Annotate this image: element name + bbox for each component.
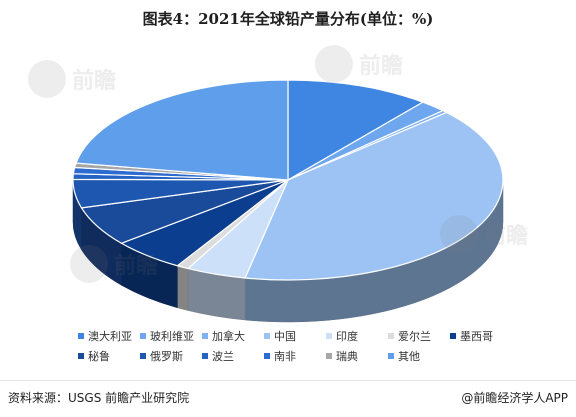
legend-swatch [140,353,146,359]
brand-credit: @前瞻经济学人APP [461,391,568,405]
legend-swatch [264,353,270,359]
legend-item: 南非 [264,350,296,364]
legend-label: 瑞典 [336,350,358,363]
legend-swatch [202,353,208,359]
legend-label: 加拿大 [212,330,245,343]
legend-item: 加拿大 [202,330,245,344]
chart-title: 图表4：2021年全球铅产量分布(单位：%) [142,10,434,28]
pie-side-walls [72,179,504,323]
legend-label: 墨西哥 [460,330,493,343]
legend-label: 中国 [274,330,296,343]
legend-swatch [264,333,270,339]
pie-side-爱尔兰 [177,265,189,311]
legend-item: 印度 [326,330,358,344]
legend-label: 玻利维亚 [150,330,194,343]
legend-item: 瑞典 [326,350,358,364]
pie-slice-中国 [244,111,504,281]
legend-item: 中国 [264,330,296,344]
legend-item: 秘鲁 [78,350,110,364]
legend-swatch [140,333,146,339]
legend-swatch [450,333,456,339]
legend-item: 玻利维亚 [140,330,194,344]
legend-swatch [326,353,332,359]
legend-label: 爱尔兰 [398,330,431,343]
legend-item: 波兰 [202,350,234,364]
pie-slice-其他 [75,79,289,181]
legend-label: 南非 [274,350,296,363]
source-note: 资料来源：USGS 前瞻产业研究院 [8,391,190,405]
legend-label: 澳大利亚 [88,330,132,343]
legend-label: 波兰 [212,350,234,363]
legend-swatch [78,333,84,339]
legend-item: 其他 [388,350,420,364]
legend-item: 俄罗斯 [140,350,183,364]
legend-swatch [388,333,394,339]
legend-item: 澳大利亚 [78,330,132,344]
legend-swatch [202,333,208,339]
legend-label: 俄罗斯 [150,350,183,363]
legend-label: 印度 [336,330,358,343]
legend-swatch [388,353,394,359]
legend-swatch [326,333,332,339]
legend-label: 其他 [398,350,420,363]
footer-divider [0,380,576,381]
legend-swatch [78,353,84,359]
legend-item: 墨西哥 [450,330,493,344]
pie-slice-澳大利亚 [287,79,425,182]
pie-top-faces [72,79,504,281]
legend-label: 秘鲁 [88,350,110,363]
legend-item: 爱尔兰 [388,330,431,344]
pie-chart [72,79,504,323]
